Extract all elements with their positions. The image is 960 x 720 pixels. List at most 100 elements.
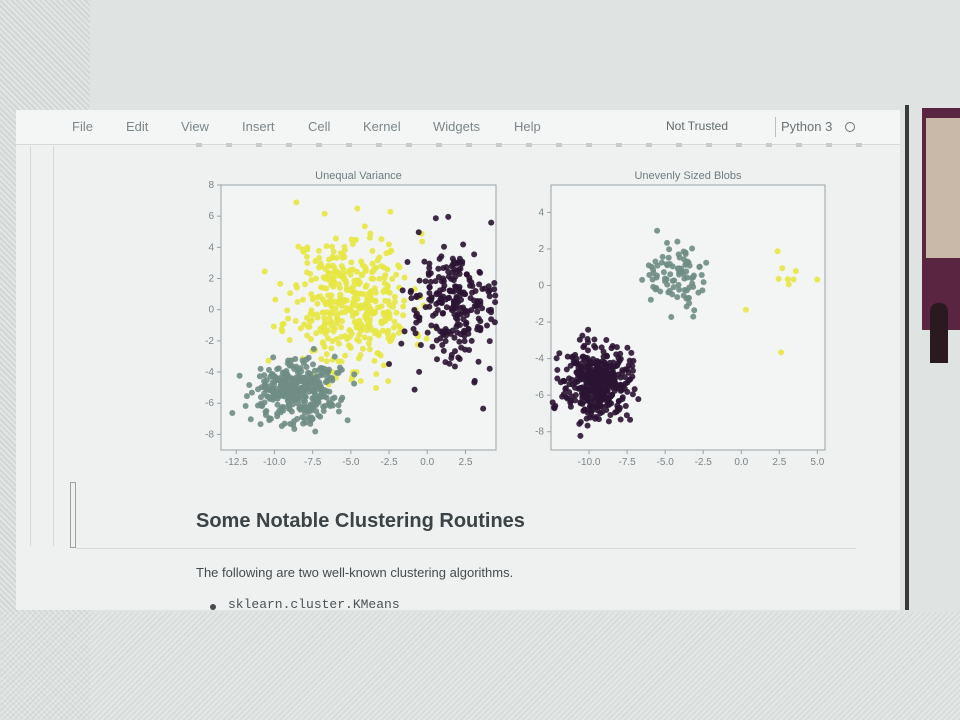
- data-point: [333, 268, 340, 275]
- trust-status-button[interactable]: Not Trusted: [666, 119, 729, 133]
- data-point: [491, 280, 498, 287]
- data-point: [663, 261, 670, 268]
- data-point: [299, 403, 306, 410]
- data-point: [554, 366, 561, 373]
- data-point: [321, 210, 328, 217]
- data-point: [270, 323, 277, 330]
- data-point: [690, 313, 697, 320]
- data-point: [419, 238, 426, 245]
- menu-help[interactable]: Help: [514, 119, 541, 134]
- data-point: [451, 260, 458, 267]
- data-point: [446, 360, 453, 367]
- data-point: [303, 253, 310, 260]
- intro-paragraph: The following are two well-known cluster…: [196, 565, 514, 580]
- data-point: [236, 372, 243, 379]
- data-point: [387, 248, 394, 255]
- cell-selection-marker[interactable]: [70, 482, 76, 548]
- data-point: [577, 400, 584, 407]
- kernel-idle-icon: [845, 122, 855, 132]
- data-point: [426, 260, 433, 267]
- data-point: [623, 412, 630, 419]
- data-point: [257, 394, 264, 401]
- data-point: [378, 320, 385, 327]
- data-point: [304, 369, 311, 376]
- data-point: [445, 328, 452, 335]
- menu-edit[interactable]: Edit: [126, 119, 149, 134]
- data-point: [312, 428, 319, 435]
- data-point: [621, 385, 628, 392]
- data-point: [576, 336, 583, 343]
- data-point: [357, 290, 364, 297]
- y-tick-label: -6: [205, 398, 214, 409]
- data-point: [411, 386, 418, 393]
- data-point: [281, 373, 288, 380]
- plot-title: Unequal Variance: [315, 170, 402, 182]
- data-point: [327, 310, 334, 317]
- data-point: [466, 277, 473, 284]
- menu-file[interactable]: File: [72, 119, 93, 134]
- data-point: [607, 412, 614, 419]
- data-point: [585, 378, 592, 385]
- data-point: [666, 246, 673, 253]
- data-point: [615, 398, 622, 405]
- data-point: [229, 409, 236, 416]
- notebook-window: File Edit View Insert Cell Kernel Widget…: [16, 110, 900, 610]
- data-point: [593, 392, 600, 399]
- data-point: [567, 362, 574, 369]
- menu-insert[interactable]: Insert: [242, 119, 275, 134]
- data-point: [351, 380, 358, 387]
- menu-kernel[interactable]: Kernel: [363, 119, 401, 134]
- menu-widgets[interactable]: Widgets: [433, 119, 480, 134]
- data-point: [330, 248, 337, 255]
- data-point: [451, 334, 458, 341]
- data-point: [675, 281, 682, 288]
- menu-view[interactable]: View: [181, 119, 209, 134]
- data-point: [434, 289, 441, 296]
- data-point: [415, 229, 422, 236]
- kernel-name[interactable]: Python 3: [781, 119, 833, 134]
- data-point: [448, 355, 455, 362]
- data-point: [658, 259, 665, 266]
- data-point: [277, 280, 284, 287]
- data-point: [792, 267, 799, 274]
- data-point: [599, 403, 606, 410]
- data-point: [275, 392, 282, 399]
- data-point: [266, 415, 273, 422]
- data-point: [662, 278, 669, 285]
- data-point: [292, 317, 299, 324]
- data-point: [458, 344, 465, 351]
- data-point: [608, 345, 615, 352]
- data-point: [742, 306, 749, 313]
- data-point: [602, 394, 609, 401]
- data-point: [467, 282, 474, 289]
- data-point: [270, 354, 277, 361]
- data-point: [265, 366, 272, 373]
- menu-cell[interactable]: Cell: [308, 119, 331, 134]
- data-point: [343, 297, 350, 304]
- video-person: [930, 303, 948, 363]
- data-point: [476, 326, 483, 333]
- data-point: [477, 318, 484, 325]
- data-point: [554, 375, 561, 382]
- data-point: [340, 252, 347, 259]
- y-tick-label: 0: [538, 281, 544, 292]
- data-point: [279, 379, 286, 386]
- data-point: [371, 266, 378, 273]
- data-point: [657, 288, 664, 295]
- data-point: [784, 276, 791, 283]
- data-point: [348, 259, 355, 266]
- data-point: [312, 275, 319, 282]
- data-point: [577, 363, 584, 370]
- data-point: [382, 272, 389, 279]
- data-point: [344, 335, 351, 342]
- data-point: [322, 265, 329, 272]
- data-point: [435, 265, 442, 272]
- data-point: [648, 263, 655, 270]
- data-point: [779, 265, 786, 272]
- data-point: [664, 239, 671, 246]
- data-point: [629, 391, 636, 398]
- data-point: [305, 388, 312, 395]
- data-point: [331, 394, 338, 401]
- data-point: [589, 407, 596, 414]
- data-point: [584, 422, 591, 429]
